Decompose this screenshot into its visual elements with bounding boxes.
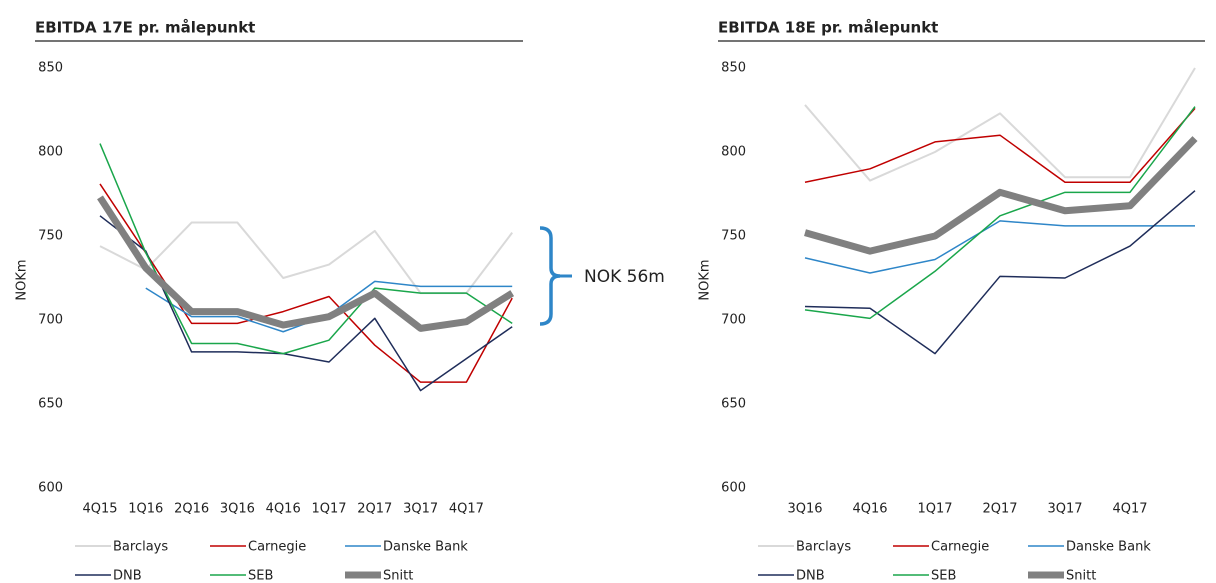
series-line (99, 143, 513, 355)
y-tick-label: 850 (721, 61, 746, 76)
x-tick-label: 2Q17 (357, 502, 392, 517)
x-tick-label: 3Q16 (787, 502, 822, 517)
series-line (804, 220, 1195, 274)
x-tick-label: 2Q17 (982, 502, 1017, 517)
y-tick-label: 750 (38, 229, 63, 244)
legend-label: Snitt (383, 569, 413, 583)
y-tick-label: 800 (721, 145, 746, 160)
series-line (804, 136, 1198, 255)
series-line (804, 67, 1196, 182)
x-tick-label: 4Q17 (1112, 502, 1147, 517)
x-tick-label: 3Q17 (403, 502, 438, 517)
y-tick-label: 650 (721, 397, 746, 412)
x-tick-label: 1Q16 (128, 502, 163, 517)
y-tick-label: 800 (38, 145, 63, 160)
series-line (804, 106, 1196, 320)
x-tick-label: 4Q16 (852, 502, 887, 517)
y-tick-label: 600 (38, 481, 63, 496)
legend-label: Carnegie (248, 540, 306, 555)
series-line (99, 215, 513, 392)
legend-label: Barclays (796, 540, 851, 555)
x-tick-label: 1Q17 (917, 502, 952, 517)
x-tick-label: 2Q16 (174, 502, 209, 517)
y-tick-label: 600 (721, 481, 746, 496)
legend-label: SEB (248, 569, 273, 583)
legend-label: Danske Bank (1066, 540, 1151, 555)
legend-label: DNB (113, 569, 142, 583)
y-tick-label: 650 (38, 397, 63, 412)
annotation: NOK 56m (584, 267, 665, 287)
series-line (804, 190, 1196, 355)
x-tick-label: 3Q16 (220, 502, 255, 517)
x-tick-label: 1Q17 (311, 502, 346, 517)
legend-label: Barclays (113, 540, 168, 555)
legend-label: Carnegie (931, 540, 989, 555)
y-tick-label: 750 (721, 229, 746, 244)
chart-title: EBITDA 18E pr. målepunkt (718, 19, 938, 37)
x-tick-label: 4Q15 (82, 502, 117, 517)
x-tick-label: 4Q16 (266, 502, 301, 517)
y-axis-label: NOKm (15, 259, 30, 300)
y-tick-label: 850 (38, 61, 63, 76)
legend-label: Snitt (1066, 569, 1096, 583)
series-line (97, 195, 515, 332)
legend-label: SEB (931, 569, 956, 583)
legend-label: Danske Bank (383, 540, 468, 555)
x-tick-label: 3Q17 (1047, 502, 1082, 517)
y-tick-label: 700 (721, 313, 746, 328)
y-tick-label: 700 (38, 313, 63, 328)
x-tick-label: 4Q17 (449, 502, 484, 517)
bracket (539, 226, 561, 326)
series-line (804, 107, 1196, 183)
y-axis-label: NOKm (698, 259, 713, 300)
chart-title: EBITDA 17E pr. målepunkt (35, 19, 255, 37)
legend-label: DNB (796, 569, 825, 583)
